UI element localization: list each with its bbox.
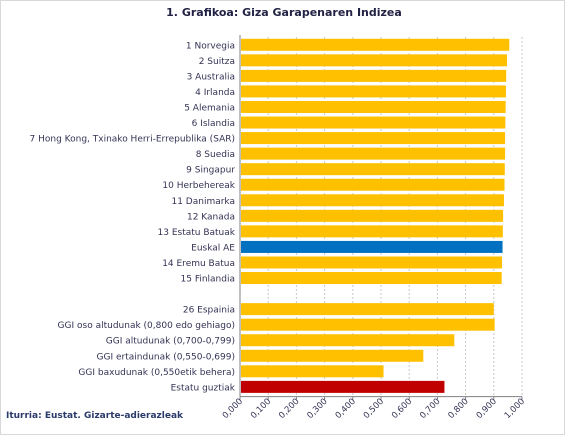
x-tick-label: 0,300: [305, 397, 329, 421]
category-label: GGI altudunak (0,700-0,799): [106, 337, 235, 347]
bar: [241, 100, 506, 113]
category-label: 3 Australia: [187, 72, 235, 82]
category-label: 14 Eremu Batua: [162, 259, 235, 269]
bar: [241, 240, 503, 253]
category-label: Euskal AE: [191, 243, 235, 253]
category-label: 5 Alemania: [184, 103, 235, 113]
source-note: Iturria: Eustat. Gizarte-adierazleak: [6, 411, 184, 421]
category-label: GGI ertaindunak (0,550-0,699): [97, 352, 235, 362]
bar: [241, 147, 506, 160]
category-label: 6 Islandia: [192, 119, 235, 129]
x-tick-label: 0,400: [334, 397, 358, 421]
category-label: 11 Danimarka: [171, 197, 235, 207]
bar: [241, 132, 506, 145]
x-tick-label: 0,600: [390, 397, 414, 421]
bar: [241, 194, 504, 207]
bar: [241, 69, 507, 82]
bar: [241, 54, 508, 67]
bar: [241, 272, 502, 285]
category-label: 26 Espainia: [183, 306, 235, 316]
category-label: GGI baxudunak (0,550etik behera): [78, 368, 235, 378]
x-tick-label: 0,500: [362, 397, 386, 421]
bar: [241, 256, 502, 269]
bar: [241, 303, 494, 316]
category-label: 10 Herbehereak: [162, 181, 235, 191]
bar: [241, 380, 445, 393]
x-tick-label: 0,900: [475, 397, 499, 421]
chart-title: 1. Grafikoa: Giza Garapenaren Indizea: [166, 6, 402, 19]
x-tick-label: 0,800: [446, 397, 470, 421]
bar: [241, 163, 505, 176]
x-tick-label: 1,000: [503, 397, 527, 421]
category-label: 1 Norvegia: [186, 41, 235, 51]
bar: [241, 116, 506, 129]
bar: [241, 38, 510, 51]
category-label: 8 Suedia: [196, 150, 235, 160]
bar: [241, 318, 495, 331]
category-label: 15 Finlandia: [181, 275, 236, 285]
x-tick-label: 0,100: [249, 397, 273, 421]
category-label: 12 Kanada: [187, 212, 235, 222]
category-label: 13 Estatu Batuak: [158, 228, 236, 238]
bar: [241, 178, 505, 191]
bar: [241, 85, 506, 98]
bar: [241, 334, 455, 347]
category-label: 7 Hong Kong, Txinako Herri-Errepublika (…: [30, 135, 235, 145]
bar: [241, 365, 384, 378]
category-label: 2 Suitza: [199, 57, 235, 67]
bar: [241, 349, 424, 362]
x-tick-label: 0,700: [418, 397, 442, 421]
category-label: 9 Singapur: [186, 166, 235, 176]
category-label: Estatu guztiak: [171, 383, 236, 393]
category-label: 4 Irlanda: [195, 88, 235, 98]
x-tick-label: 0,200: [277, 397, 301, 421]
category-label: GGI oso altudunak (0,800 edo gehiago): [58, 321, 235, 331]
bar: [241, 225, 503, 238]
x-tick-label: 0,000: [221, 397, 245, 421]
bar: [241, 209, 504, 222]
